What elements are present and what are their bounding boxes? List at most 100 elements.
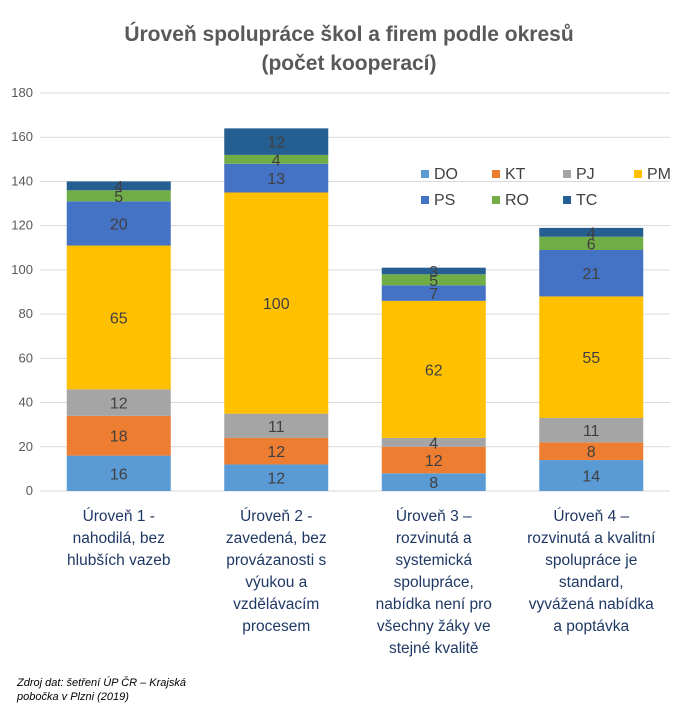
- category-label: standard,: [559, 574, 624, 591]
- data-label: 7: [429, 286, 438, 303]
- legend-label: RO: [505, 192, 529, 209]
- source-line: pobočka v Plzni (2019): [16, 691, 129, 703]
- bar-segment-kt: [539, 442, 644, 461]
- data-label: 100: [263, 296, 290, 313]
- category-label: Úroveň 2 -: [240, 508, 312, 525]
- bar-segment-kt: [224, 437, 329, 465]
- bar-segment-pm: [539, 296, 644, 419]
- category-label: Úroveň 1 -: [83, 508, 155, 525]
- bar-segment-ro: [224, 154, 329, 164]
- chart-subtitle: (počet kooperací): [261, 52, 436, 75]
- category-label: vyvážená nabídka: [529, 596, 654, 613]
- category-label: stejné kvalitě: [389, 640, 479, 657]
- category-label: hlubších vazeb: [67, 552, 170, 569]
- data-label: 16: [110, 466, 128, 483]
- category-label: spolupráce je: [545, 552, 637, 569]
- bar-segment-ps: [224, 163, 329, 193]
- y-tick-label: 40: [19, 395, 33, 410]
- bar-segment-ps: [539, 249, 644, 297]
- bar-segment-pj: [381, 437, 486, 447]
- legend-label: TC: [576, 192, 597, 209]
- category-label: provázanosti s: [226, 552, 326, 569]
- data-labels: 1618126520541212111001341281246275314811…: [110, 135, 600, 493]
- legend-swatch-pm: [634, 170, 642, 178]
- legend-label: PM: [647, 166, 671, 183]
- legend-swatch-ps: [421, 196, 429, 204]
- y-tick-label: 140: [11, 173, 33, 188]
- data-label: 18: [110, 429, 128, 446]
- category-label: Úroveň 3 –: [396, 508, 472, 525]
- category-label: nahodilá, bez: [73, 530, 165, 547]
- source-line: Zdroj dat: šetření ÚP ČR – Krajská: [16, 676, 186, 689]
- data-label: 55: [582, 350, 600, 367]
- bar-segment-ro: [66, 190, 171, 202]
- data-label: 13: [267, 171, 285, 188]
- y-tick-label: 120: [11, 218, 33, 233]
- data-label: 20: [110, 216, 128, 233]
- category-label: zavedená, bez: [226, 530, 327, 547]
- bar-segment-do: [224, 464, 329, 491]
- legend-swatch-pj: [563, 170, 571, 178]
- bar-segment-pm: [381, 300, 486, 438]
- data-label: 4: [587, 225, 596, 242]
- data-label: 12: [425, 453, 443, 470]
- data-label: 8: [429, 475, 438, 492]
- data-label: 3: [429, 264, 438, 281]
- category-label: Úroveň 4 –: [553, 508, 629, 525]
- category-label: nabídka není pro: [376, 596, 492, 613]
- y-tick-label: 100: [11, 262, 33, 277]
- data-label: 8: [587, 444, 596, 461]
- category-label: vzdělávacím: [233, 596, 319, 613]
- bar-segment-pm: [66, 245, 171, 390]
- data-label: 21: [582, 266, 600, 283]
- data-label: 4: [114, 179, 123, 196]
- category-label: rozvinutá a kvalitní: [527, 530, 656, 547]
- bar-segment-tc: [224, 128, 329, 155]
- bar-segment-pj: [224, 413, 329, 438]
- y-tick-label: 160: [11, 129, 33, 144]
- bar-segment-pj: [66, 389, 171, 416]
- bar-segment-pj: [539, 418, 644, 443]
- bar-segment-tc: [66, 181, 171, 191]
- data-label: 11: [583, 423, 600, 440]
- category-label: procesem: [242, 618, 310, 635]
- data-label: 6: [587, 236, 596, 253]
- source-note: Zdroj dat: šetření ÚP ČR – Krajská pobočk…: [16, 676, 186, 703]
- legend-label: KT: [505, 166, 526, 183]
- y-tick-label: 180: [11, 85, 33, 100]
- data-label: 5: [114, 189, 123, 206]
- data-label: 12: [110, 396, 128, 413]
- data-label: 12: [267, 444, 285, 461]
- y-tick-label: 80: [19, 306, 33, 321]
- bar-segment-do: [539, 460, 644, 491]
- data-label: 5: [429, 273, 438, 290]
- bar-segment-do: [66, 455, 171, 491]
- category-label: všechny žáky ve: [377, 618, 491, 635]
- category-label: výukou a: [245, 574, 307, 591]
- bar-segment-ps: [381, 285, 486, 301]
- y-tick-label: 0: [26, 483, 33, 498]
- y-tick-label: 60: [19, 350, 33, 365]
- legend-swatch-tc: [563, 196, 571, 204]
- category-label: a poptávka: [553, 618, 629, 635]
- bar-segment-ro: [539, 236, 644, 250]
- data-label: 65: [110, 310, 128, 327]
- legend-swatch-kt: [492, 170, 500, 178]
- legend: DO KT PJ PM PS RO TC: [421, 166, 671, 209]
- bar-segment-ro: [381, 274, 486, 286]
- legend-label: PJ: [576, 166, 595, 183]
- category-label: rozvinutá a: [396, 530, 472, 547]
- data-label: 14: [582, 469, 600, 486]
- bar-segment-ps: [66, 201, 171, 246]
- category-labels: Úroveň 1 - nahodilá, bez hlubších vazeb Úro…: [67, 508, 656, 657]
- data-label: 62: [425, 362, 443, 379]
- data-label: 12: [267, 471, 285, 488]
- bar-segment-kt: [381, 446, 486, 474]
- category-label: spolupráce,: [394, 574, 474, 591]
- legend-swatch-ro: [492, 196, 500, 204]
- y-tick-label: 20: [19, 439, 33, 454]
- legend-label: DO: [434, 166, 458, 183]
- bar-segment-pm: [224, 192, 329, 414]
- bar-segment-do: [381, 473, 486, 491]
